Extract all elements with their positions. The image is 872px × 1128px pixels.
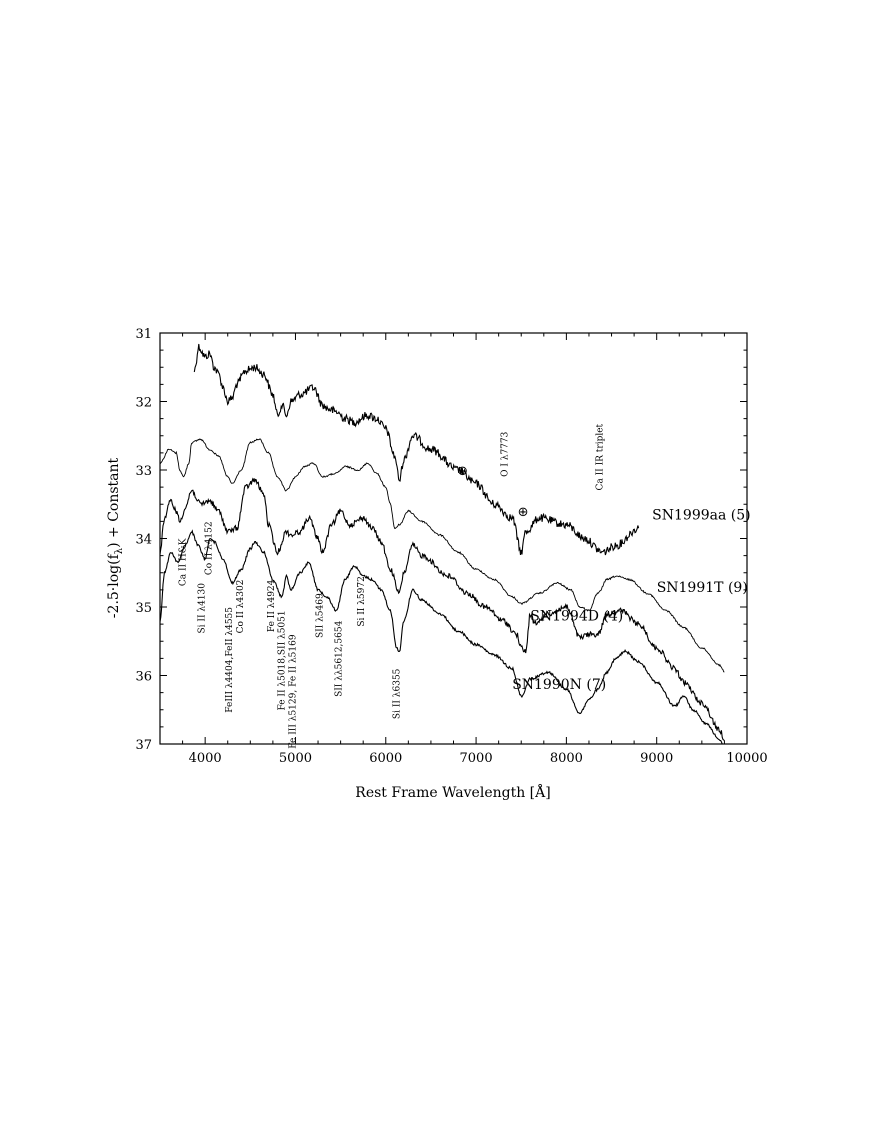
y-axis-title-main: -2.5·log(f xyxy=(106,552,122,618)
line-annotation: Co II λ4302 xyxy=(236,580,246,634)
line-annotation: SII λλ5612,5654 xyxy=(335,620,345,696)
y-tick-label: 37 xyxy=(135,738,152,753)
x-tick-label: 5000 xyxy=(279,751,312,766)
line-annotation: Fe III λ5129, Fe II λ5169 xyxy=(289,634,299,749)
line-annotation: Fe II λ5018,SII λ5051 xyxy=(278,610,288,710)
axis-ticks-group: 4000 5000 6000 7000 8000 9000 10000 31 32 33 34 35 3… xyxy=(135,327,767,766)
line-annotation: Si II λ5972 xyxy=(357,576,367,626)
line-annotation: SII λ5469 xyxy=(316,593,326,638)
x-axis-title: Rest Frame Wavelength [Å] xyxy=(355,783,550,801)
x-tick-label: 8000 xyxy=(550,751,583,766)
x-tick-label: 6000 xyxy=(369,751,402,766)
line-annotation: Ca II H&K xyxy=(178,538,188,586)
y-tick-label: 31 xyxy=(135,327,152,342)
x-tick-label: 9000 xyxy=(640,751,673,766)
line-annotation: Si II λ4130 xyxy=(197,583,207,634)
series-label: SN1999aa (5) xyxy=(652,507,750,523)
line-annotation: Fe II λ4924 xyxy=(267,579,277,632)
x-tick-label: 10000 xyxy=(726,751,767,766)
line-annotation: Si II λ6355 xyxy=(392,668,402,719)
series-label: SN1990N (7) xyxy=(512,677,606,693)
series-line xyxy=(159,529,725,745)
y-tick-label: 32 xyxy=(135,396,152,411)
y-tick-label: 35 xyxy=(135,601,152,616)
telluric-marker: ⊕ xyxy=(457,464,468,479)
line-annotation: FeIII λ4404,FeII λ4555 xyxy=(225,607,235,713)
series-label: SN1991T (9) xyxy=(657,580,748,596)
x-tick-label: 4000 xyxy=(189,751,222,766)
line-annotation: Co II λ4152 xyxy=(205,521,215,575)
line-annotation: O I λ7773 xyxy=(501,431,511,477)
y-axis-title-tail: ) + Constant xyxy=(106,457,122,547)
y-tick-label: 33 xyxy=(135,464,152,479)
line-annotations-group: Ca II H&K Co II λ4152 Si II λ4130 FeIII λ44… xyxy=(178,423,605,748)
series-labels-group: SN1999aa (5) SN1991T (9) SN1994D (4) SN1990… xyxy=(512,507,750,693)
x-tick-label: 7000 xyxy=(460,751,493,766)
y-tick-label: 36 xyxy=(135,670,152,685)
series-line xyxy=(159,438,725,673)
line-annotation: Ca II IR triplet xyxy=(596,423,606,490)
telluric-marker: ⊕ xyxy=(518,505,529,520)
plot-series-group xyxy=(159,343,725,745)
series-line xyxy=(159,477,725,742)
series-line xyxy=(193,343,640,556)
series-label: SN1994D (4) xyxy=(530,609,623,625)
y-tick-label: 34 xyxy=(135,533,152,548)
y-axis-title-subscript: λ xyxy=(114,547,125,554)
y-axis-title: -2.5·log(fλ) + Constant xyxy=(106,457,125,618)
